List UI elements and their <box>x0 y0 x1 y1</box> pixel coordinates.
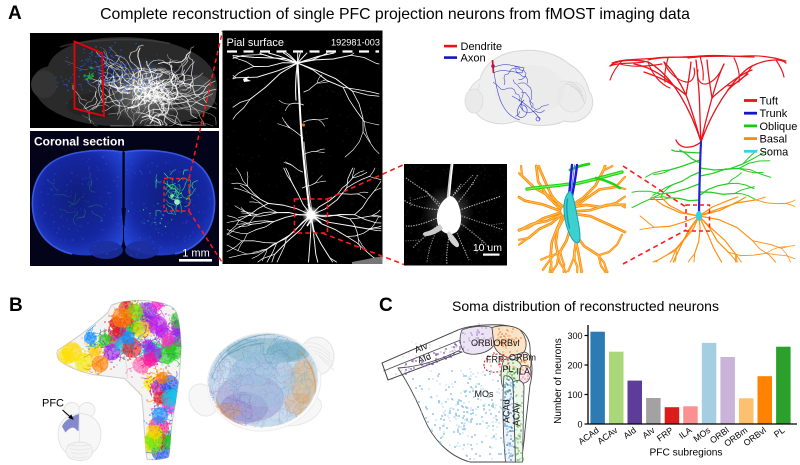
svg-text:300: 300 <box>567 331 582 341</box>
svg-text:AIv: AIv <box>413 341 429 355</box>
svg-text:100: 100 <box>567 390 582 400</box>
svg-text:0: 0 <box>577 420 582 430</box>
svg-text:Basal: Basal <box>760 134 788 146</box>
svg-text:AIv: AIv <box>640 425 657 441</box>
svg-text:B: B <box>9 295 23 316</box>
svg-text:AId: AId <box>621 425 638 441</box>
svg-text:C: C <box>379 295 393 316</box>
svg-text:FRP: FRP <box>486 355 504 365</box>
svg-text:1 mm: 1 mm <box>182 248 210 260</box>
svg-text:Pial surface: Pial surface <box>227 37 284 49</box>
svg-text:PFC: PFC <box>42 398 64 410</box>
svg-text:ACAd: ACAd <box>502 399 512 423</box>
svg-text:Number of neurons: Number of neurons <box>553 338 564 424</box>
svg-text:PL: PL <box>772 425 787 439</box>
svg-text:ACAv: ACAv <box>512 403 522 426</box>
svg-text:Oblique: Oblique <box>760 121 798 133</box>
svg-text:Soma: Soma <box>760 146 790 158</box>
svg-text:ORBvl: ORBvl <box>494 338 520 348</box>
svg-text:Trunk: Trunk <box>760 108 788 120</box>
svg-text:ILA: ILA <box>677 425 694 441</box>
svg-text:A: A <box>8 3 22 24</box>
svg-text:Coronal section: Coronal section <box>34 135 125 149</box>
svg-text:AId: AId <box>416 351 432 365</box>
svg-text:ORBm: ORBm <box>509 353 536 363</box>
svg-text:Dendrite: Dendrite <box>461 41 503 53</box>
svg-text:Tuft: Tuft <box>760 96 779 108</box>
svg-text:FRP: FRP <box>655 425 675 444</box>
svg-text:PL: PL <box>503 364 514 374</box>
svg-text:ILA: ILA <box>517 367 531 377</box>
svg-text:192981-003: 192981-003 <box>331 38 380 48</box>
svg-text:ORBl: ORBl <box>471 338 493 348</box>
svg-text:200: 200 <box>567 361 582 371</box>
svg-text:PFC subregions: PFC subregions <box>649 448 722 459</box>
svg-text:Axon: Axon <box>461 53 486 65</box>
svg-text:10 um: 10 um <box>473 242 502 254</box>
svg-text:Soma distribution of reconstru: Soma distribution of reconstructed neuro… <box>452 298 719 314</box>
svg-text:Complete reconstruction of sin: Complete reconstruction of single PFC pr… <box>100 6 690 23</box>
svg-text:ACAv: ACAv <box>595 425 619 447</box>
svg-text:MOs: MOs <box>475 389 494 399</box>
